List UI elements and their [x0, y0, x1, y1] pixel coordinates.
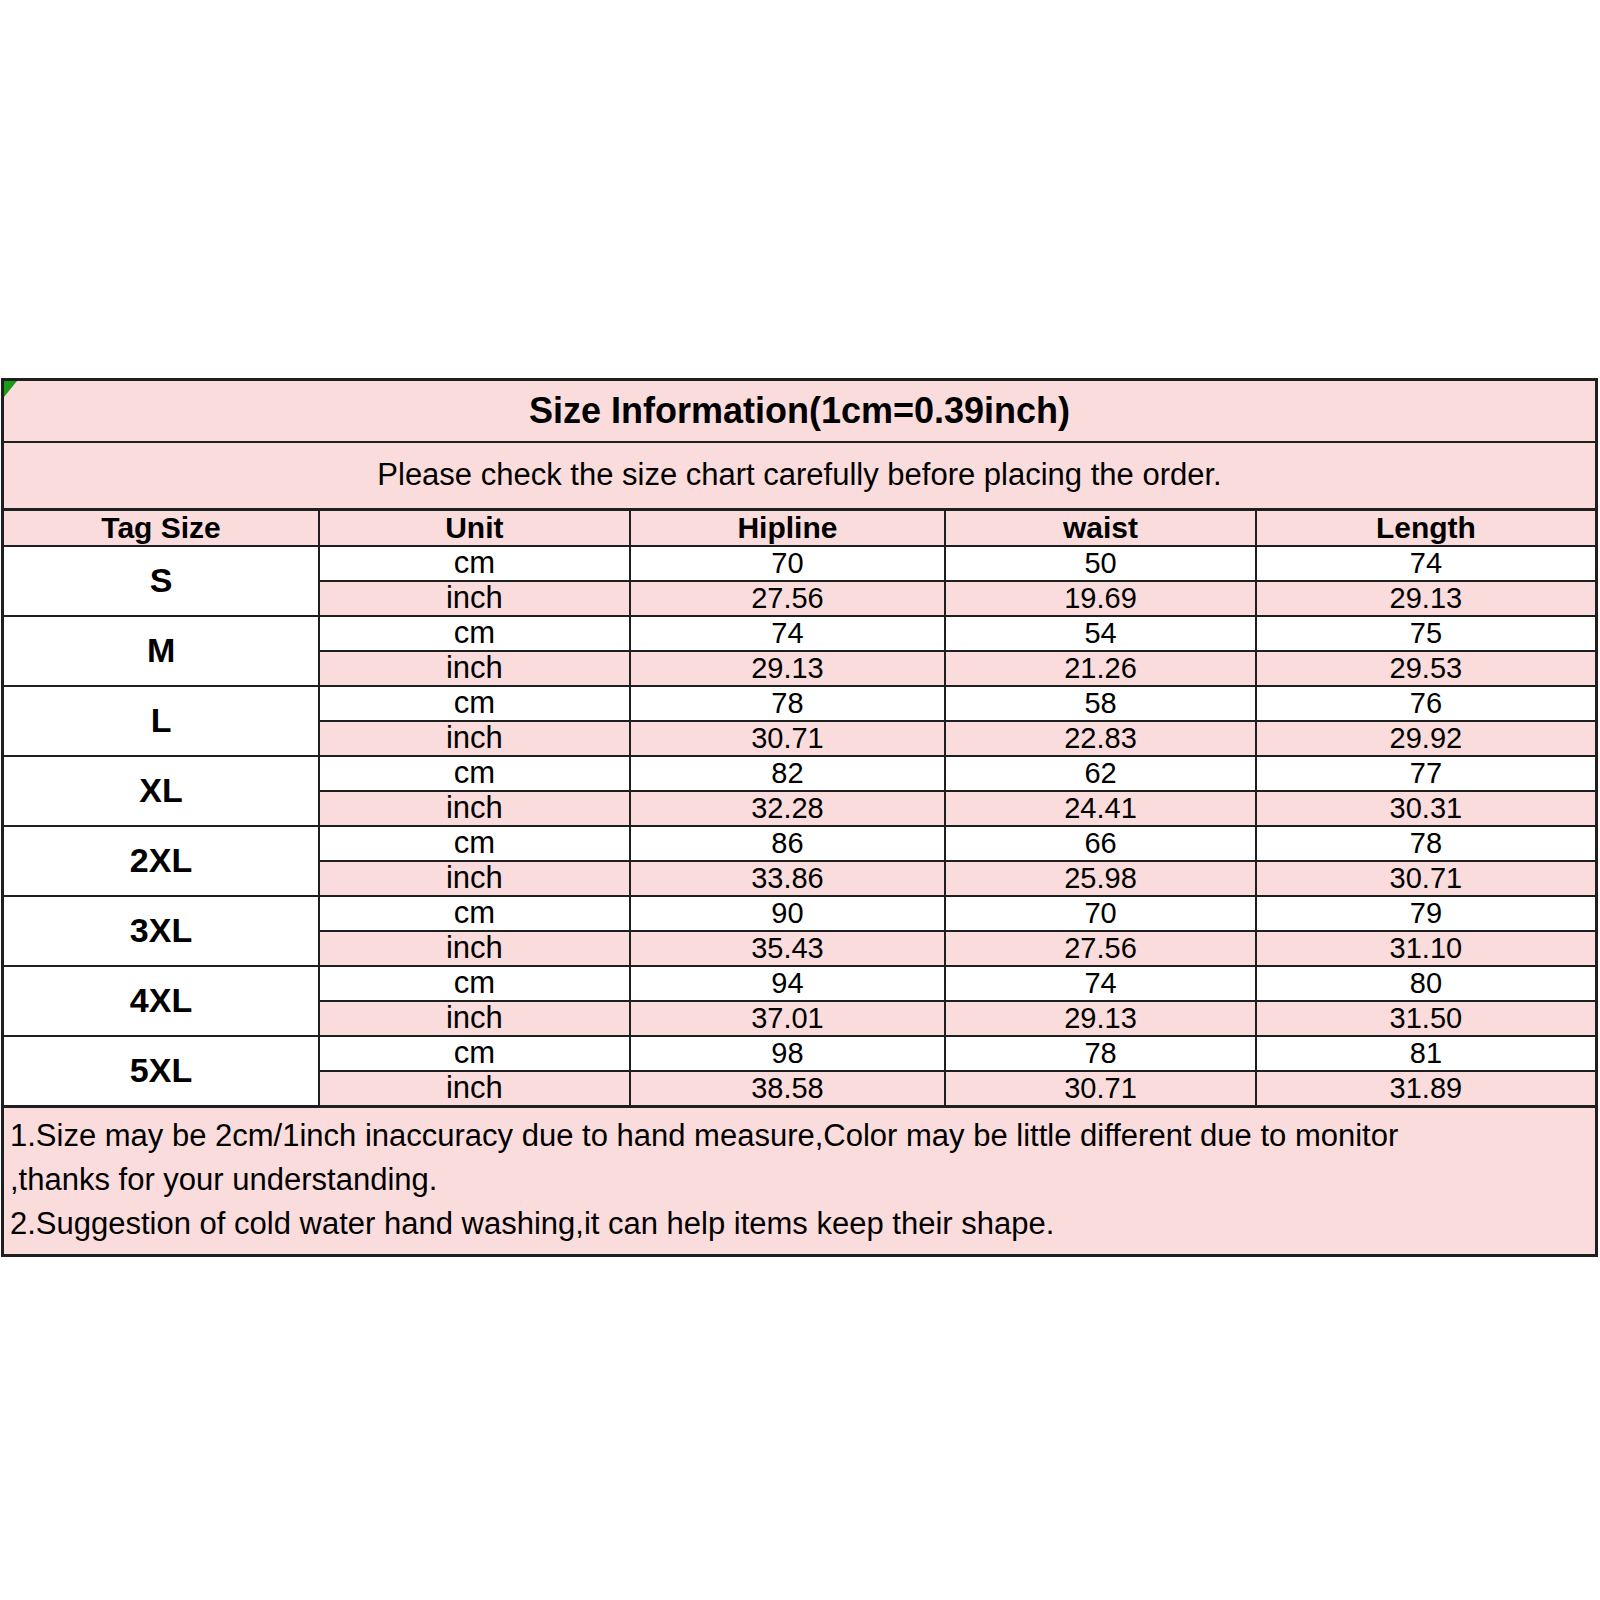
table-row: S cm 70 50 74: [3, 546, 1597, 581]
unit-cell: cm: [319, 896, 630, 931]
unit-cell: inch: [319, 651, 630, 686]
waist-cm-value: 70: [945, 896, 1256, 931]
hipline-cm-value: 82: [630, 756, 946, 791]
unit-cell: inch: [319, 581, 630, 616]
hipline-cm-value: 86: [630, 826, 946, 861]
unit-cell: cm: [319, 1036, 630, 1071]
hipline-cm-value: 90: [630, 896, 946, 931]
waist-inch-value: 19.69: [945, 581, 1256, 616]
table-row: 3XL cm 90 70 79: [3, 896, 1597, 931]
header-hipline: Hipline: [630, 510, 946, 547]
length-cm-value: 75: [1256, 616, 1597, 651]
page: Size Information(1cm=0.39inch) Please ch…: [0, 0, 1600, 1600]
waist-inch-value: 25.98: [945, 861, 1256, 896]
tag-size-cell: M: [3, 616, 320, 686]
length-inch-value: 29.53: [1256, 651, 1597, 686]
waist-inch-value: 29.13: [945, 1001, 1256, 1036]
table-row: M cm 74 54 75: [3, 616, 1597, 651]
waist-inch-value: 21.26: [945, 651, 1256, 686]
length-inch-value: 31.89: [1256, 1071, 1597, 1107]
length-inch-value: 30.31: [1256, 791, 1597, 826]
unit-cell: cm: [319, 966, 630, 1001]
length-inch-value: 31.50: [1256, 1001, 1597, 1036]
hipline-inch-value: 38.58: [630, 1071, 946, 1107]
waist-inch-value: 24.41: [945, 791, 1256, 826]
waist-cm-value: 62: [945, 756, 1256, 791]
unit-cell: inch: [319, 931, 630, 966]
hipline-inch-value: 32.28: [630, 791, 946, 826]
waist-inch-value: 27.56: [945, 931, 1256, 966]
waist-inch-value: 30.71: [945, 1071, 1256, 1107]
unit-cell: cm: [319, 546, 630, 581]
tag-size-cell: S: [3, 546, 320, 616]
note-line-3: 2.Suggestion of cold water hand washing,…: [10, 1202, 1589, 1246]
table-title: Size Information(1cm=0.39inch): [3, 380, 1597, 443]
length-inch-value: 29.13: [1256, 581, 1597, 616]
hipline-inch-value: 33.86: [630, 861, 946, 896]
size-chart-table: Size Information(1cm=0.39inch) Please ch…: [1, 378, 1598, 1257]
length-cm-value: 78: [1256, 826, 1597, 861]
length-cm-value: 79: [1256, 896, 1597, 931]
hipline-cm-value: 78: [630, 686, 946, 721]
header-waist: waist: [945, 510, 1256, 547]
hipline-cm-value: 74: [630, 616, 946, 651]
notes-row: 1.Size may be 2cm/1inch inaccuracy due t…: [3, 1107, 1597, 1256]
hipline-cm-value: 94: [630, 966, 946, 1001]
tag-size-cell: 4XL: [3, 966, 320, 1036]
unit-cell: cm: [319, 616, 630, 651]
note-line-2: ,thanks for your understanding.: [10, 1158, 1589, 1202]
header-unit: Unit: [319, 510, 630, 547]
tag-size-cell: XL: [3, 756, 320, 826]
tag-size-cell: 2XL: [3, 826, 320, 896]
table-subtitle-row: Please check the size chart carefully be…: [3, 442, 1597, 510]
hipline-cm-value: 70: [630, 546, 946, 581]
length-inch-value: 31.10: [1256, 931, 1597, 966]
table-row: 4XL cm 94 74 80: [3, 966, 1597, 1001]
unit-cell: cm: [319, 686, 630, 721]
waist-cm-value: 54: [945, 616, 1256, 651]
unit-cell: inch: [319, 1071, 630, 1107]
unit-cell: inch: [319, 1001, 630, 1036]
header-tag-size: Tag Size: [3, 510, 320, 547]
length-cm-value: 77: [1256, 756, 1597, 791]
unit-cell: inch: [319, 721, 630, 756]
note-line-1: 1.Size may be 2cm/1inch inaccuracy due t…: [10, 1114, 1589, 1158]
hipline-inch-value: 29.13: [630, 651, 946, 686]
unit-cell: inch: [319, 791, 630, 826]
length-inch-value: 29.92: [1256, 721, 1597, 756]
notes-cell: 1.Size may be 2cm/1inch inaccuracy due t…: [3, 1107, 1597, 1256]
hipline-inch-value: 35.43: [630, 931, 946, 966]
hipline-inch-value: 30.71: [630, 721, 946, 756]
hipline-inch-value: 37.01: [630, 1001, 946, 1036]
tag-size-cell: 5XL: [3, 1036, 320, 1107]
hipline-inch-value: 27.56: [630, 581, 946, 616]
length-inch-value: 30.71: [1256, 861, 1597, 896]
hipline-cm-value: 98: [630, 1036, 946, 1071]
waist-cm-value: 78: [945, 1036, 1256, 1071]
unit-cell: inch: [319, 861, 630, 896]
header-length: Length: [1256, 510, 1597, 547]
table-title-row: Size Information(1cm=0.39inch): [3, 380, 1597, 443]
waist-cm-value: 58: [945, 686, 1256, 721]
size-chart-table-wrap: Size Information(1cm=0.39inch) Please ch…: [1, 378, 1598, 1257]
table-row: XL cm 82 62 77: [3, 756, 1597, 791]
tag-size-cell: L: [3, 686, 320, 756]
table-row: 2XL cm 86 66 78: [3, 826, 1597, 861]
unit-cell: cm: [319, 756, 630, 791]
waist-inch-value: 22.83: [945, 721, 1256, 756]
table-row: 5XL cm 98 78 81: [3, 1036, 1597, 1071]
length-cm-value: 81: [1256, 1036, 1597, 1071]
waist-cm-value: 74: [945, 966, 1256, 1001]
length-cm-value: 80: [1256, 966, 1597, 1001]
table-header-row: Tag Size Unit Hipline waist Length: [3, 510, 1597, 547]
unit-cell: cm: [319, 826, 630, 861]
length-cm-value: 74: [1256, 546, 1597, 581]
length-cm-value: 76: [1256, 686, 1597, 721]
waist-cm-value: 50: [945, 546, 1256, 581]
table-row: L cm 78 58 76: [3, 686, 1597, 721]
table-subtitle: Please check the size chart carefully be…: [3, 442, 1597, 510]
tag-size-cell: 3XL: [3, 896, 320, 966]
waist-cm-value: 66: [945, 826, 1256, 861]
